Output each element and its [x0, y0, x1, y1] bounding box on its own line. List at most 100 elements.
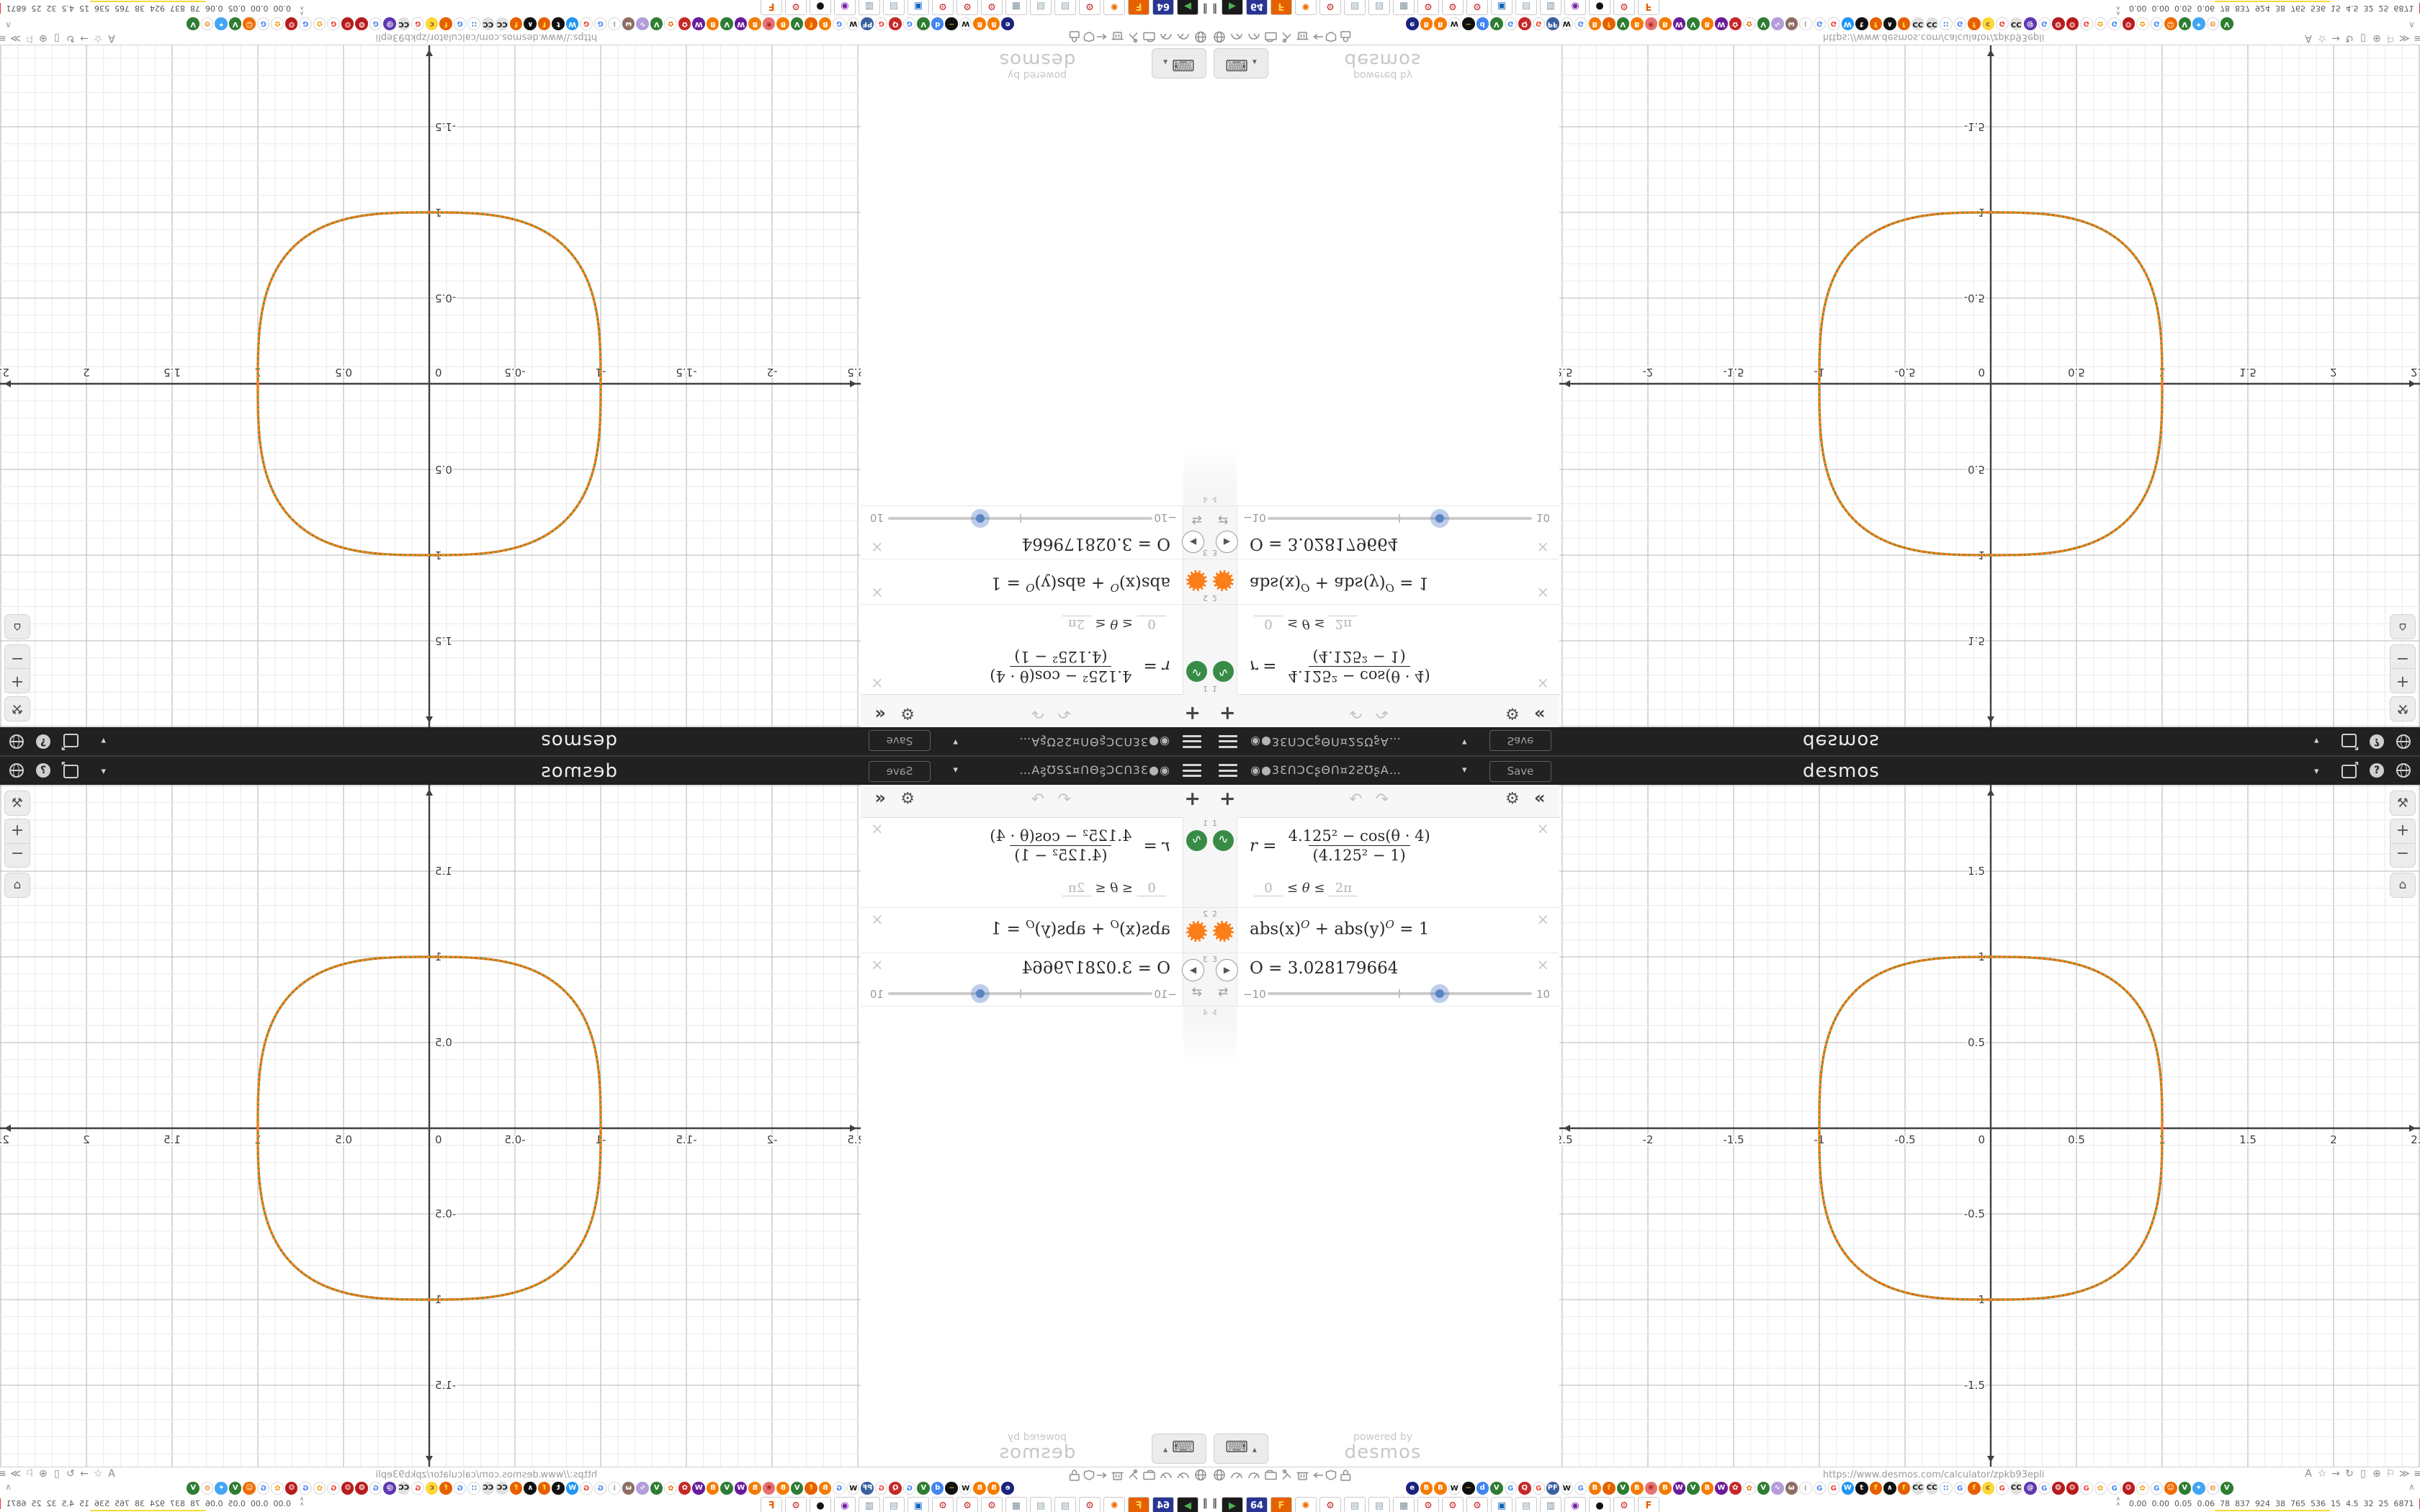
bookmark-favicon[interactable]: V	[650, 17, 663, 30]
zoom-in-button[interactable]: +	[2390, 819, 2415, 844]
graph-title[interactable]: ◉●3ƐՈƆCʂΘՈ¤2ƧƱʂA…	[1250, 735, 1402, 749]
bookmark-favicon[interactable]: i	[608, 17, 621, 30]
domain-min-field[interactable]: 0	[1137, 616, 1166, 631]
status-left-icons[interactable]	[1213, 30, 1354, 44]
taskbar-app-icon[interactable]: ⚙	[1466, 1497, 1488, 1512]
bookmark-favicon[interactable]: ✿	[664, 17, 677, 30]
reload-icon[interactable]: ↻	[66, 1468, 75, 1480]
bookmark-favicon[interactable]: B	[707, 17, 720, 30]
trash-icon[interactable]: ▯	[2360, 32, 2366, 44]
bookmark-favicon[interactable]: f	[439, 17, 452, 30]
taskbar-app-icon[interactable]: ▣	[1491, 1497, 1512, 1512]
bookmark-favicon[interactable]: ⚙	[201, 17, 214, 30]
flag-icon[interactable]: ⚐	[24, 1468, 35, 1480]
bookmark-favicon[interactable]: @	[383, 1482, 396, 1495]
menu-icon[interactable]: ≡	[0, 1468, 7, 1480]
bookmark-favicon[interactable]: c	[1981, 1482, 1994, 1495]
bookmark-favicon[interactable]: ❀	[1644, 17, 1657, 30]
bookmark-favicon[interactable]: CC	[482, 1482, 495, 1495]
taskbar-app-icon[interactable]: ⚙	[785, 0, 807, 15]
bookmark-favicon[interactable]: c	[426, 17, 439, 30]
taskbar-app-icon[interactable]: 64	[1246, 0, 1268, 15]
bookmark-star-icon[interactable]: ☆	[93, 1468, 103, 1480]
monitor-chevrons-icon[interactable]: ∧ ∧	[300, 5, 304, 17]
taskbar-app-icon[interactable]: F	[1128, 1497, 1150, 1512]
bookmark-favicon[interactable]: W	[566, 17, 579, 30]
domain-max-field[interactable]: 2π	[1329, 881, 1358, 896]
add-expression-button[interactable]: +	[1219, 788, 1236, 810]
bookmark-favicon[interactable]: ⚙	[2206, 1482, 2219, 1495]
taskbar-app-icon[interactable]: ◉	[1564, 1497, 1586, 1512]
translate-icon[interactable]: A	[108, 32, 115, 44]
bookmark-favicon[interactable]: ✿	[2094, 1482, 2107, 1495]
bookmark-favicon[interactable]: G	[580, 1482, 593, 1495]
delete-expression-icon[interactable]: ×	[871, 584, 884, 601]
bookmark-favicon[interactable]: V	[229, 1482, 242, 1495]
undo-icon[interactable]: ↶	[1349, 791, 1363, 809]
bookmark-favicon[interactable]: W	[735, 17, 748, 30]
bookmark-favicon[interactable]: W	[847, 17, 860, 30]
taskbar-app-icon[interactable]: ▤	[1054, 0, 1076, 15]
collapse-chevron-icon[interactable]: ∧	[2408, 20, 2415, 30]
bookmark-favicon[interactable]: G	[327, 1482, 340, 1495]
bookmark-favicon[interactable]: ∷	[1940, 1482, 1953, 1495]
graph-title[interactable]: ◉●3ƐՈƆCʂΘՈ¤2ƧƱʂA…	[1018, 735, 1170, 749]
bookmark-favicon[interactable]: CC	[482, 17, 495, 30]
expression-row-4-empty[interactable]: 4	[1210, 434, 1559, 506]
slider-min-label[interactable]: −10	[1243, 988, 1266, 1001]
bookmark-favicon[interactable]: B	[1631, 17, 1644, 30]
theta-domain[interactable]: 0 ≤ θ ≤ 2π	[1250, 881, 1362, 896]
bookmark-favicon[interactable]: ✿	[1729, 17, 1742, 30]
bookmark-favicon[interactable]: ✦	[215, 1482, 228, 1495]
taskbar-app-icon[interactable]: ▤	[1515, 1497, 1537, 1512]
delete-expression-icon[interactable]: ×	[1536, 584, 1549, 601]
chevrons-icon[interactable]: ≫	[10, 32, 21, 44]
bookmark-favicon[interactable]: V	[1616, 17, 1629, 30]
bookmark-favicon[interactable]: G	[1532, 1482, 1545, 1495]
bookmark-favicon[interactable]: ∷	[1940, 17, 1953, 30]
bookmark-favicon[interactable]: ✦	[215, 17, 228, 30]
save-button[interactable]: Save	[1489, 761, 1551, 782]
curve-style-icon-green[interactable]: ∿	[1213, 661, 1234, 682]
bookmark-favicon[interactable]: V	[791, 17, 804, 30]
bookmark-favicon[interactable]: W	[735, 1482, 748, 1495]
bookmark-favicon[interactable]: f	[1869, 1482, 1882, 1495]
slider-handle[interactable]	[975, 989, 985, 998]
bookmark-favicon[interactable]: W	[1672, 17, 1685, 30]
add-expression-button[interactable]: +	[1184, 788, 1201, 810]
bookmark-favicon[interactable]: ✿	[313, 17, 326, 30]
collapse-panel-button[interactable]: «	[1534, 788, 1546, 808]
taskbar-app-icon[interactable]: ⚙	[932, 0, 954, 15]
bookmark-favicon[interactable]: i	[1799, 17, 1812, 30]
bookmark-favicon[interactable]: ✿	[313, 1482, 326, 1495]
title-dropdown-caret-icon[interactable]: ▾	[1462, 737, 1467, 747]
menu-icon[interactable]: ≡	[2414, 1468, 2420, 1480]
bookmark-favicon[interactable]: ❂	[285, 1482, 298, 1495]
bookmark-favicon[interactable]: ω	[622, 1482, 635, 1495]
taskbar-app-icon[interactable]: ●	[1589, 0, 1610, 15]
bookmark-favicon[interactable]: PF	[1546, 1482, 1559, 1495]
title-dropdown-caret-icon[interactable]: ▾	[1462, 765, 1467, 775]
translate-icon[interactable]: A	[2305, 32, 2312, 44]
bookmark-favicon[interactable]: G	[1504, 17, 1517, 30]
collapse-chevron-icon[interactable]: ∧	[5, 1482, 12, 1492]
bookmark-favicon[interactable]: V	[2178, 1482, 2191, 1495]
bookmark-favicon[interactable]: CC	[1912, 1482, 1924, 1495]
bookmark-favicon[interactable]: B	[987, 17, 1000, 30]
translate-icon[interactable]: A	[2305, 1468, 2312, 1480]
reload-icon[interactable]: ↻	[66, 32, 75, 44]
expression-row-2[interactable]: 2 abs(x)O + abs(y)O = 1 ×	[861, 907, 1210, 953]
bookmark-favicon[interactable]: B	[1631, 1482, 1644, 1495]
domain-max-field[interactable]: 2π	[1062, 881, 1091, 896]
bookmark-favicon[interactable]: W	[1672, 1482, 1685, 1495]
domain-min-field[interactable]: 0	[1137, 881, 1166, 896]
taskbar-app-icon[interactable]: ⚙	[1079, 1497, 1101, 1512]
bookmark-favicon[interactable]: ❂	[2122, 17, 2135, 30]
bookmark-favicon[interactable]: V	[2178, 17, 2191, 30]
taskbar-app-icon[interactable]: ▣	[1491, 0, 1512, 15]
bookmark-favicon[interactable]: f	[439, 1482, 452, 1495]
bookmark-favicon[interactable]: G	[2038, 1482, 2051, 1495]
status-left-icons[interactable]	[1066, 1468, 1207, 1482]
bookmark-favicon[interactable]: PF	[1546, 17, 1559, 30]
bookmark-favicon[interactable]: ❂	[2052, 17, 2065, 30]
